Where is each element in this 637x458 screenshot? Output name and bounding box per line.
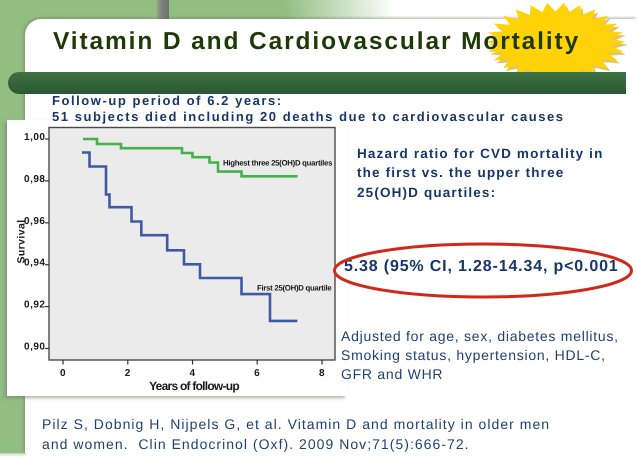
svg-text:Years of follow-up: Years of follow-up [149,379,239,393]
svg-text:2: 2 [125,368,131,379]
svg-text:0,98: 0,98 [24,174,45,185]
svg-text:0,94: 0,94 [24,258,45,269]
svg-text:0,90: 0,90 [24,342,45,353]
svg-text:First 25(OH)D quartile: First 25(OH)D quartile [257,284,332,293]
svg-text:0,96: 0,96 [24,216,45,227]
svg-text:Highest three 25(OH)D quartile: Highest three 25(OH)D quartiles [223,159,333,168]
svg-text:Survival: Survival [16,219,28,263]
svg-text:4: 4 [189,368,195,379]
svg-text:8: 8 [319,368,325,379]
svg-text:0: 0 [60,368,66,379]
svg-text:6: 6 [254,368,260,379]
svg-text:0,92: 0,92 [24,300,45,311]
svg-text:1,00: 1,00 [24,132,45,143]
